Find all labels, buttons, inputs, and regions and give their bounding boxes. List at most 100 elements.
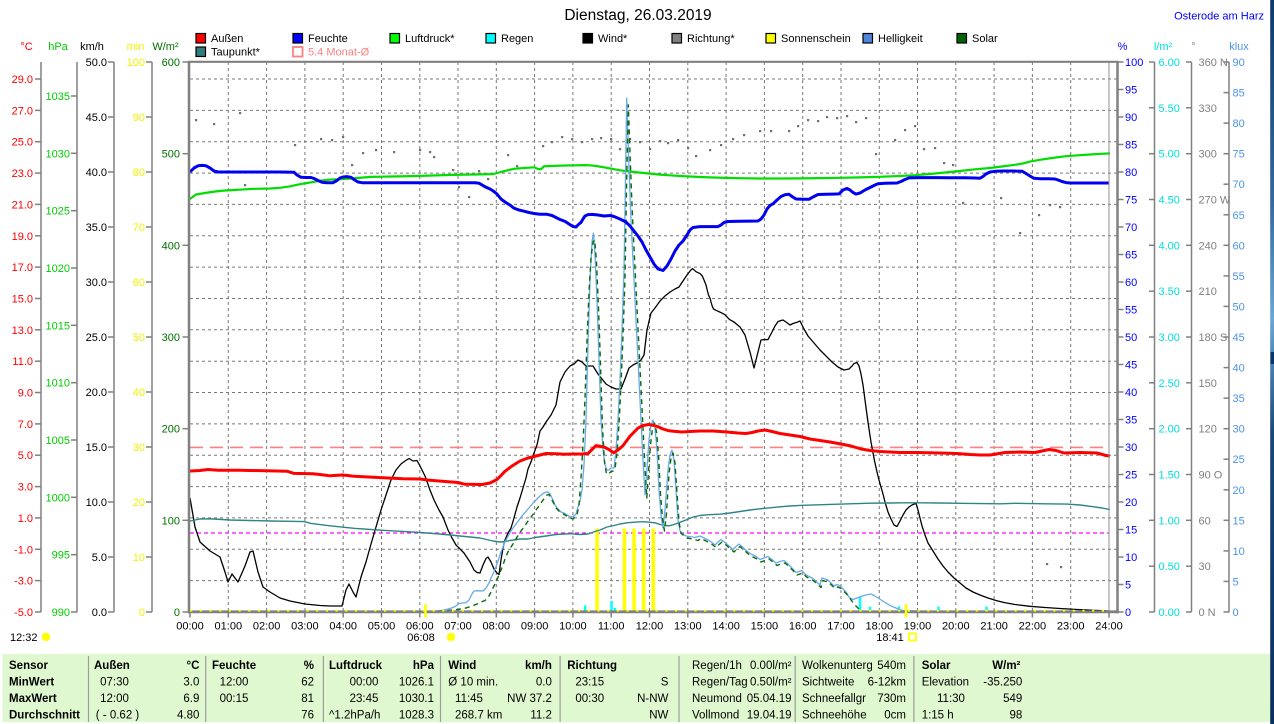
svg-text:540m: 540m	[877, 660, 906, 672]
svg-text:23:45: 23:45	[350, 693, 379, 705]
svg-text:75: 75	[1233, 149, 1245, 161]
svg-text:0: 0	[1233, 607, 1239, 619]
svg-text:16:00: 16:00	[789, 621, 817, 633]
svg-text:Elevation: Elevation	[922, 677, 969, 689]
svg-text:17:00: 17:00	[827, 621, 855, 633]
svg-text:15:00: 15:00	[751, 621, 779, 633]
svg-text:5.00: 5.00	[1159, 149, 1180, 161]
svg-text:N-NW: N-NW	[637, 693, 668, 705]
svg-text:hPa: hPa	[48, 41, 68, 53]
svg-text:400: 400	[162, 240, 180, 252]
svg-text:50: 50	[133, 332, 145, 344]
svg-text:Wolkenunterg: Wolkenunterg	[802, 660, 873, 672]
svg-text:1020: 1020	[46, 263, 70, 275]
svg-text:500: 500	[162, 149, 180, 161]
svg-text:4.50: 4.50	[1159, 195, 1180, 207]
svg-text:Wind: Wind	[448, 660, 476, 672]
svg-text:30: 30	[1125, 442, 1137, 454]
svg-text:13.0: 13.0	[12, 325, 33, 337]
svg-text:150: 150	[1199, 378, 1217, 390]
svg-text:Schneefallgr: Schneefallgr	[802, 693, 866, 705]
svg-text:^1.2hPa/h: ^1.2hPa/h	[329, 710, 380, 722]
svg-text:995: 995	[52, 550, 70, 562]
svg-text:50: 50	[1125, 332, 1137, 344]
svg-text:Feuchte: Feuchte	[308, 33, 348, 45]
svg-text:1026.1: 1026.1	[399, 677, 434, 689]
svg-text:30: 30	[1233, 424, 1245, 436]
svg-text:85: 85	[1125, 140, 1137, 152]
svg-text:100: 100	[162, 515, 180, 527]
svg-text:1010: 1010	[46, 378, 70, 390]
svg-text:180 S: 180 S	[1199, 332, 1228, 344]
svg-text:km/h: km/h	[80, 41, 104, 53]
svg-text:90 O: 90 O	[1199, 470, 1223, 482]
svg-text:55: 55	[1125, 305, 1137, 317]
svg-text:5: 5	[1125, 580, 1131, 592]
svg-text:11.0: 11.0	[12, 356, 33, 368]
svg-text:-1.0: -1.0	[14, 544, 33, 556]
svg-text:55: 55	[1233, 271, 1245, 283]
svg-text:240: 240	[1199, 240, 1217, 252]
svg-text:MinWert: MinWert	[9, 677, 54, 689]
svg-text:1015: 1015	[46, 320, 70, 332]
svg-text:23:15: 23:15	[575, 677, 604, 689]
svg-text:11:30: 11:30	[937, 693, 965, 705]
svg-text:35: 35	[1233, 393, 1245, 405]
svg-text:Regen/Tag: Regen/Tag	[692, 677, 748, 689]
svg-text:1030: 1030	[46, 148, 70, 160]
svg-text:-35.250: -35.250	[983, 677, 1022, 689]
svg-text:30.0: 30.0	[86, 277, 107, 289]
svg-text:1:15 h: 1:15 h	[922, 710, 954, 722]
svg-text:06:00: 06:00	[406, 621, 434, 633]
svg-text:20: 20	[1125, 497, 1137, 509]
svg-text:°: °	[1191, 41, 1195, 53]
svg-text:3.50: 3.50	[1159, 286, 1180, 298]
svg-text:0.0: 0.0	[536, 677, 552, 689]
svg-text:Osterode am Harz: Osterode am Harz	[1174, 11, 1264, 23]
svg-text:Richtung: Richtung	[567, 660, 617, 672]
svg-text:75: 75	[1125, 195, 1137, 207]
svg-text:19:00: 19:00	[904, 621, 932, 633]
svg-text:0: 0	[139, 607, 145, 619]
svg-text:25: 25	[1233, 454, 1245, 466]
svg-text:20:00: 20:00	[942, 621, 970, 633]
svg-text:0.50l/m²: 0.50l/m²	[750, 677, 792, 689]
svg-text:40: 40	[1233, 363, 1245, 375]
svg-text:NW: NW	[649, 710, 668, 722]
svg-text:35: 35	[1125, 415, 1137, 427]
svg-text:10: 10	[133, 552, 145, 564]
svg-text:9.0: 9.0	[18, 388, 33, 400]
svg-text:65: 65	[1233, 210, 1245, 222]
svg-text:12:00: 12:00	[220, 677, 249, 689]
svg-text:Richtung*: Richtung*	[687, 33, 735, 45]
svg-text:04:00: 04:00	[329, 621, 357, 633]
svg-text:19.04.19: 19.04.19	[747, 710, 792, 722]
svg-text:20: 20	[133, 497, 145, 509]
svg-text:268.7 km: 268.7 km	[455, 710, 502, 722]
svg-text:20: 20	[1233, 485, 1245, 497]
svg-text:29.0: 29.0	[12, 74, 33, 86]
svg-text:60: 60	[1233, 240, 1245, 252]
svg-text:02:00: 02:00	[253, 621, 281, 633]
svg-text:1.00: 1.00	[1159, 515, 1180, 527]
svg-text:Luftdruck: Luftdruck	[329, 660, 383, 672]
svg-text:°C: °C	[186, 660, 199, 672]
svg-text:1.0: 1.0	[18, 513, 33, 525]
svg-text:0.00: 0.00	[1159, 607, 1180, 619]
svg-text:Regen/1h: Regen/1h	[692, 660, 742, 672]
svg-text:Durchschnitt: Durchschnitt	[9, 710, 80, 722]
svg-text:19.0: 19.0	[12, 231, 33, 243]
svg-text:Außen: Außen	[211, 33, 243, 45]
svg-text:210: 210	[1199, 286, 1217, 298]
svg-text:270 W: 270 W	[1199, 195, 1231, 207]
svg-text:0 N: 0 N	[1199, 607, 1216, 619]
svg-text:24:00: 24:00	[1095, 621, 1123, 633]
svg-text:06:08: 06:08	[407, 632, 435, 644]
svg-text:200: 200	[162, 424, 180, 436]
svg-text:07:30: 07:30	[100, 677, 129, 689]
svg-text:12:00: 12:00	[636, 621, 664, 633]
svg-text:00:00: 00:00	[350, 677, 379, 689]
svg-text:80: 80	[1125, 167, 1137, 179]
svg-text:70: 70	[1125, 222, 1137, 234]
svg-text:60: 60	[1125, 277, 1137, 289]
